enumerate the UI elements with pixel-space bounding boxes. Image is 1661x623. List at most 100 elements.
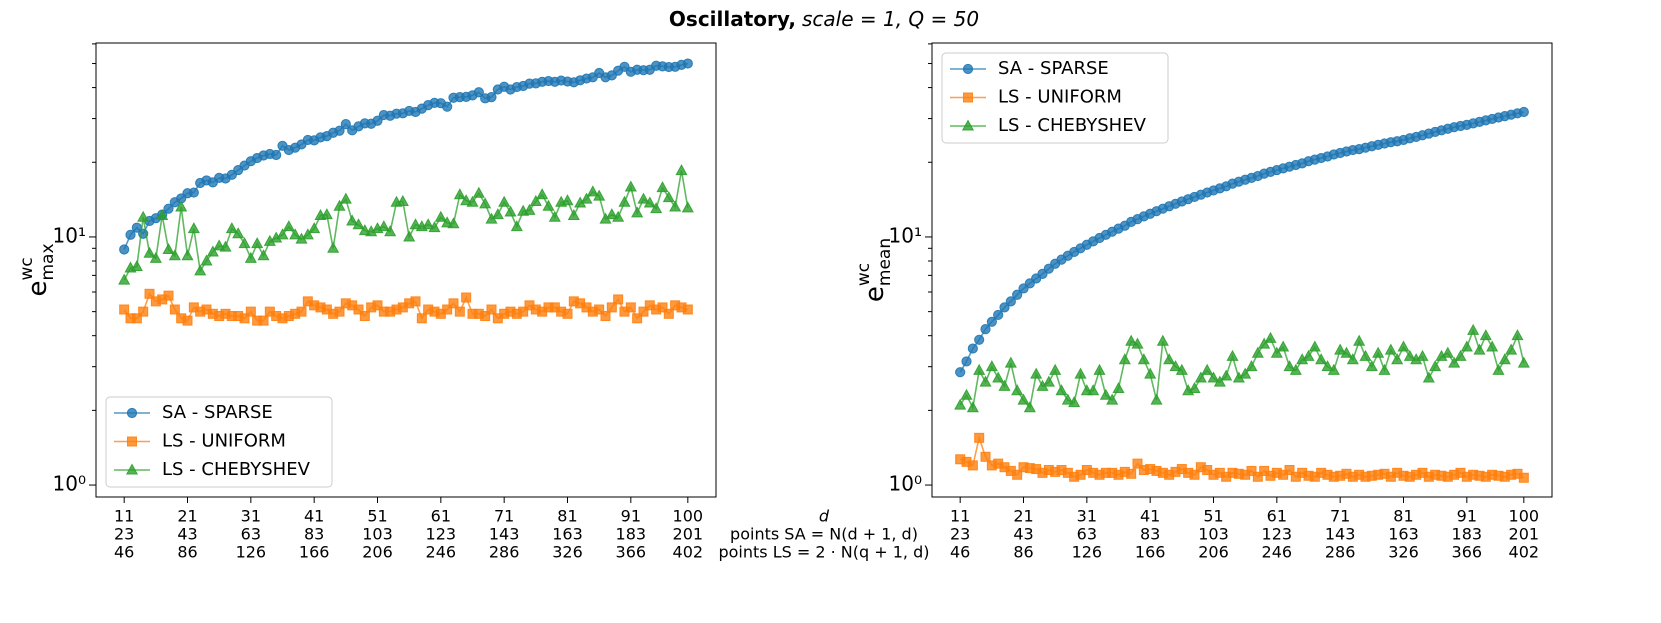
marker (1441, 346, 1454, 358)
marker (163, 203, 174, 214)
marker (1321, 360, 1334, 372)
marker (118, 273, 131, 285)
marker (308, 222, 321, 234)
marker (618, 195, 631, 207)
marker (377, 220, 390, 232)
marker (130, 259, 143, 272)
marker (448, 298, 459, 309)
x-tick-label: 166 (299, 543, 330, 562)
legend-box (105, 396, 333, 488)
x-label-ls: points LS = 2 · N(q + 1, d) (718, 543, 929, 562)
x-tick-label: 61 (1267, 507, 1287, 526)
x-tick-label: 63 (241, 525, 261, 544)
marker (1112, 381, 1125, 393)
marker (1460, 340, 1473, 352)
legend-label: SA - SPARSE (162, 402, 273, 423)
y-label-base: e (23, 281, 53, 297)
marker (954, 398, 967, 410)
marker (1068, 396, 1081, 408)
marker (396, 194, 409, 206)
marker (359, 311, 370, 322)
marker (200, 254, 213, 266)
marker (169, 304, 180, 315)
marker (244, 251, 257, 263)
marker (999, 302, 1010, 313)
x-tick-label: 83 (304, 525, 324, 544)
marker (119, 304, 130, 315)
x-tick-label: 31 (1077, 507, 1097, 526)
x-tick-label: 81 (557, 507, 577, 526)
marker (333, 199, 346, 211)
marker (1473, 343, 1486, 355)
marker (1448, 356, 1461, 368)
marker (466, 195, 479, 207)
marker (605, 208, 618, 220)
marker (682, 58, 693, 69)
marker (1188, 381, 1201, 393)
marker (974, 334, 985, 345)
marker (1055, 384, 1068, 396)
marker (1511, 329, 1524, 341)
x-tick-label: 143 (1325, 525, 1356, 544)
marker (613, 294, 624, 305)
x-tick-label: 402 (673, 543, 704, 562)
x-tick-label: 43 (1013, 525, 1033, 544)
marker (961, 356, 972, 367)
marker (1137, 353, 1150, 365)
marker (979, 375, 992, 387)
marker (125, 229, 136, 240)
x-tick-label: 326 (1388, 543, 1419, 562)
marker (372, 300, 383, 311)
x-tick-label: 286 (1325, 543, 1356, 562)
marker (663, 308, 674, 319)
marker (562, 308, 573, 319)
marker (480, 311, 491, 322)
x-tick-label: 71 (494, 507, 514, 526)
marker (1429, 360, 1442, 372)
marker (232, 227, 245, 239)
marker (624, 180, 637, 192)
marker (967, 343, 978, 354)
legend: SA - SPARSE LS - UNIFORM LS - CHEBYSHEV (941, 52, 1169, 144)
x-tick-label: 246 (1262, 543, 1293, 562)
marker (428, 221, 441, 233)
marker (1201, 363, 1214, 375)
marker (657, 302, 668, 313)
marker (1378, 363, 1391, 375)
marker (372, 115, 383, 126)
x-tick-label: 21 (1013, 507, 1033, 526)
marker (1118, 353, 1131, 365)
marker (1189, 469, 1200, 480)
x-tick-label: 11 (114, 507, 134, 526)
marker (144, 288, 155, 299)
marker (486, 92, 497, 103)
marker (137, 210, 150, 222)
marker (1012, 469, 1023, 480)
legend-label: LS - UNIFORM (998, 87, 1122, 108)
x-tick-label: 41 (304, 507, 324, 526)
marker (650, 202, 663, 214)
marker (992, 371, 1005, 383)
marker (1194, 371, 1207, 383)
marker (504, 205, 517, 217)
marker (542, 199, 555, 211)
y-label-sup: wc (854, 263, 874, 286)
axes-frame (931, 42, 1553, 498)
x-tick-label: 163 (1388, 525, 1419, 544)
marker (491, 208, 504, 220)
marker (1264, 331, 1277, 343)
x-tick-label: 366 (616, 543, 647, 562)
marker (473, 87, 484, 98)
marker (1012, 289, 1023, 300)
marker (239, 313, 250, 324)
x-tick-label: 71 (1330, 507, 1350, 526)
marker (282, 220, 295, 232)
x-tick-label: 201 (1509, 525, 1540, 544)
marker (125, 463, 139, 475)
marker (1011, 384, 1024, 396)
marker (1125, 334, 1138, 346)
marker (409, 218, 422, 230)
marker (1492, 363, 1505, 375)
x-tick-label: 83 (1140, 525, 1160, 544)
marker (1150, 393, 1163, 405)
